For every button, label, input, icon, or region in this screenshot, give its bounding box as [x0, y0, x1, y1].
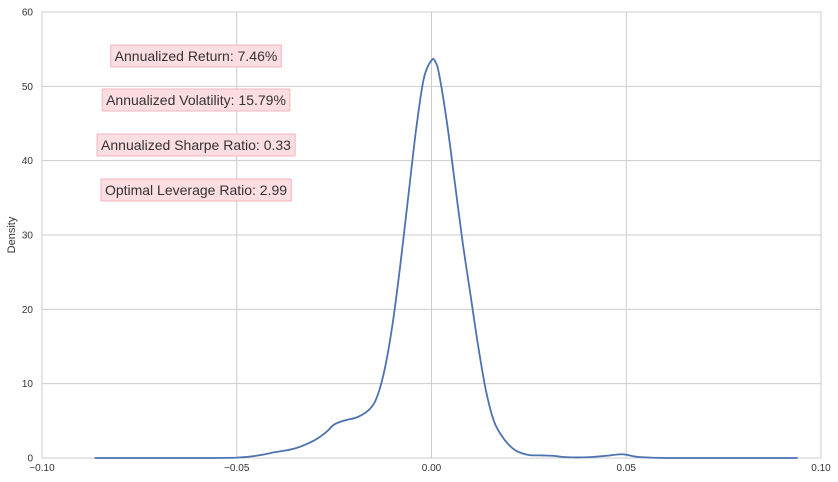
series-layer [94, 58, 798, 459]
y-tick-label: 40 [22, 156, 34, 167]
stat-annotation: Optimal Leverage Ratio: 2.99 [100, 178, 292, 202]
y-tick-label: 20 [22, 305, 34, 316]
y-tick-labels: 0 10 20 30 40 50 60 [22, 8, 34, 465]
stat-text: Annualized Return: 7.46% [115, 48, 278, 64]
stat-box [96, 133, 296, 157]
stat-text: Annualized Sharpe Ratio: 0.33 [101, 137, 291, 153]
x-tick-label: 0.00 [422, 463, 442, 474]
y-tick-label: 30 [22, 231, 34, 242]
x-tick-label: −0.05 [224, 463, 250, 474]
stat-value: 15.79% [238, 92, 285, 108]
grid-lines [41, 11, 822, 459]
stat-value: 2.99 [260, 182, 287, 198]
y-tick-label: 50 [22, 82, 34, 93]
stat-text: Optimal Leverage Ratio: 2.99 [105, 182, 287, 198]
annotation-layer: Annualized Return: 7.46% Annualized Volat… [96, 44, 296, 202]
stat-box [101, 88, 291, 112]
y-tick-label: 0 [27, 454, 33, 465]
y-axis-label: Density [6, 216, 18, 253]
x-tick-label: −0.10 [29, 463, 55, 474]
stat-value: 7.46% [238, 48, 278, 64]
stat-label: Annualized Sharpe Ratio: [101, 137, 264, 153]
y-tick-label: 10 [22, 379, 34, 390]
x-tick-label: 0.10 [811, 463, 831, 474]
stat-label: Optimal Leverage Ratio: [105, 182, 260, 198]
stat-annotation: Annualized Sharpe Ratio: 0.33 [96, 133, 296, 157]
y-tick-label: 60 [22, 8, 34, 19]
stat-label: Annualized Return: [115, 48, 238, 64]
stat-label: Annualized Volatility: [106, 92, 238, 108]
stat-box [100, 178, 292, 202]
density-line-0 [94, 58, 798, 459]
x-tick-labels: −0.10 −0.05 0.00 0.05 0.10 [29, 463, 831, 474]
x-tick-label: 0.05 [617, 463, 637, 474]
stat-text: Annualized Volatility: 15.79% [106, 92, 286, 108]
stat-annotation: Annualized Return: 7.46% [110, 44, 282, 68]
stat-value: 0.33 [264, 137, 291, 153]
stat-box [110, 44, 282, 68]
stat-annotation: Annualized Volatility: 15.79% [101, 88, 291, 112]
plot-frame [41, 11, 822, 459]
